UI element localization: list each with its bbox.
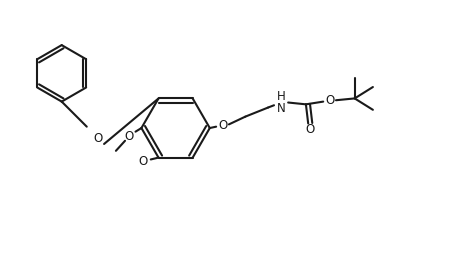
Text: H
N: H N (276, 89, 285, 115)
Text: O: O (93, 132, 102, 144)
Text: O: O (324, 94, 334, 107)
Text: O: O (305, 123, 314, 136)
Text: O: O (124, 130, 133, 143)
Text: O: O (138, 155, 147, 168)
Text: O: O (217, 119, 227, 132)
